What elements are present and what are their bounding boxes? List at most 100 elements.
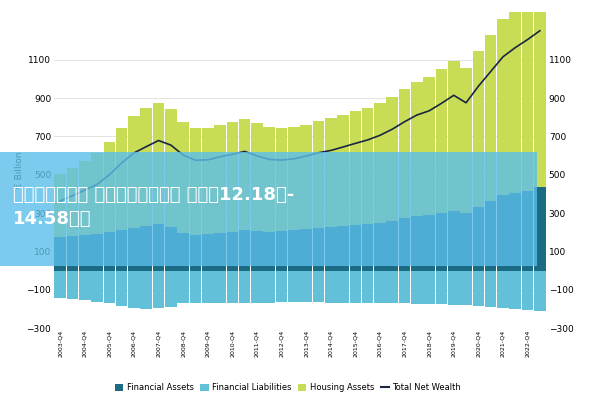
Bar (509, 193, 521, 270)
Bar (190, 128, 201, 234)
Bar (362, 108, 373, 224)
Bar (436, 270, 447, 304)
Bar (374, 103, 386, 223)
Bar (214, 125, 226, 233)
Bar (67, 168, 78, 236)
Bar (522, 270, 533, 310)
Bar (190, 234, 201, 270)
Bar (399, 270, 410, 304)
Bar (178, 122, 189, 233)
Bar (202, 270, 214, 302)
Bar (485, 270, 496, 307)
Bar (79, 270, 91, 300)
Bar (350, 111, 361, 225)
Bar (190, 270, 201, 302)
Bar (104, 232, 115, 270)
Bar (288, 270, 299, 302)
Bar (448, 270, 460, 305)
Bar (104, 142, 115, 232)
Bar (104, 270, 115, 304)
Bar (116, 230, 127, 270)
Bar (153, 270, 164, 308)
Bar (325, 227, 337, 270)
Bar (55, 270, 66, 298)
Bar (473, 51, 484, 207)
Bar (251, 270, 263, 303)
Bar (140, 108, 152, 226)
Bar (202, 234, 214, 270)
Bar (178, 233, 189, 270)
Bar (227, 232, 238, 270)
Bar (485, 35, 496, 201)
Bar (67, 270, 78, 299)
Bar (128, 228, 140, 270)
Bar (313, 121, 324, 228)
Bar (509, 270, 521, 309)
Bar (67, 236, 78, 270)
Bar (460, 68, 472, 214)
Bar (301, 270, 312, 302)
Bar (436, 70, 447, 213)
Bar (288, 230, 299, 270)
Bar (55, 174, 66, 237)
Bar (263, 232, 275, 270)
Bar (79, 234, 91, 270)
Bar (325, 270, 337, 302)
Bar (214, 270, 226, 302)
Bar (153, 224, 164, 270)
Bar (153, 102, 164, 224)
Bar (485, 201, 496, 270)
Bar (534, 187, 545, 270)
Bar (91, 270, 103, 302)
Bar (534, 0, 545, 187)
Bar (411, 216, 422, 270)
Bar (116, 128, 127, 230)
Bar (214, 233, 226, 270)
Bar (55, 237, 66, 270)
Y-axis label: € Billion: € Billion (14, 152, 23, 188)
Bar (411, 270, 422, 304)
Bar (460, 270, 472, 305)
Legend: Financial Assets, Financial Liabilities, Housing Assets, Total Net Wealth: Financial Assets, Financial Liabilities,… (112, 380, 464, 396)
Bar (337, 115, 349, 226)
Bar (91, 153, 103, 234)
Bar (497, 195, 509, 270)
Bar (79, 161, 91, 234)
Bar (263, 270, 275, 302)
Bar (313, 270, 324, 302)
Bar (239, 119, 250, 230)
Bar (424, 270, 435, 304)
Bar (460, 214, 472, 270)
Bar (448, 211, 460, 270)
Bar (251, 231, 263, 270)
Bar (202, 128, 214, 234)
Bar (227, 122, 238, 232)
Bar (325, 118, 337, 227)
Bar (362, 270, 373, 302)
Bar (337, 270, 349, 302)
Bar (178, 270, 189, 304)
Bar (399, 218, 410, 270)
Bar (165, 109, 176, 227)
Bar (534, 270, 545, 311)
Bar (522, 192, 533, 270)
Bar (165, 227, 176, 270)
Bar (301, 229, 312, 270)
Bar (374, 223, 386, 270)
Bar (362, 224, 373, 270)
Bar (386, 221, 398, 270)
Bar (140, 226, 152, 270)
Bar (509, 9, 521, 193)
Bar (522, 0, 533, 192)
Bar (128, 116, 140, 228)
Bar (251, 123, 263, 231)
Bar (288, 128, 299, 230)
Bar (473, 270, 484, 306)
Bar (276, 270, 287, 302)
Bar (239, 230, 250, 270)
Bar (91, 234, 103, 270)
Bar (227, 270, 238, 302)
Bar (424, 215, 435, 270)
Bar (350, 225, 361, 270)
Bar (411, 82, 422, 216)
